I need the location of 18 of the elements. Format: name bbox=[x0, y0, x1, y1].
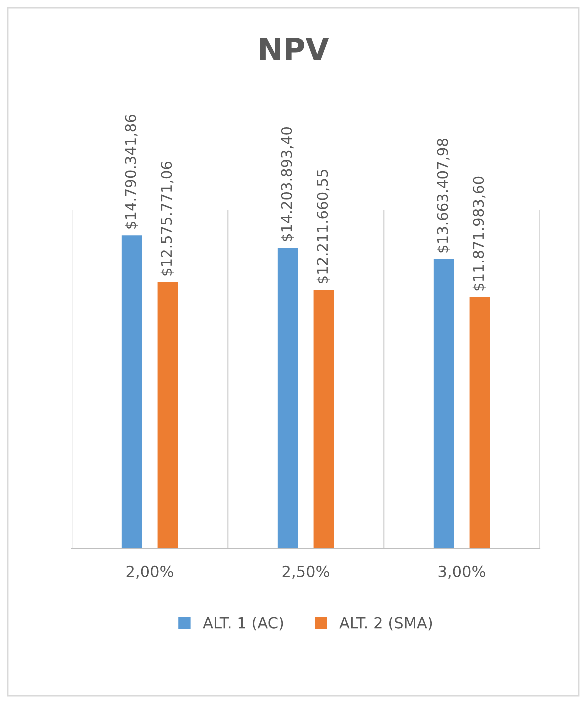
bar bbox=[158, 282, 178, 549]
data-label: $14.203.893,40 bbox=[281, 128, 294, 242]
bar bbox=[122, 236, 142, 549]
bar bbox=[278, 248, 298, 549]
bar bbox=[470, 297, 490, 549]
chart-title: NPV bbox=[260, 38, 330, 60]
data-label: $13.663.407,98 bbox=[437, 138, 450, 253]
x-tick-label: 3,00% bbox=[438, 566, 486, 580]
legend-label: ALT. 1 (AC) bbox=[203, 617, 284, 631]
data-label: $12.575.771,06 bbox=[160, 162, 174, 276]
data-label: $12.211.660,55 bbox=[316, 170, 330, 284]
bar bbox=[434, 260, 454, 549]
legend-label: ALT. 2 (SMA) bbox=[340, 617, 432, 631]
x-tick-label: 2,50% bbox=[282, 566, 330, 580]
bar bbox=[314, 290, 334, 549]
data-label: $11.871.983,60 bbox=[472, 176, 486, 291]
x-tick-label: 2,00% bbox=[126, 566, 174, 580]
data-label: $14.790.341,86 bbox=[125, 115, 138, 229]
